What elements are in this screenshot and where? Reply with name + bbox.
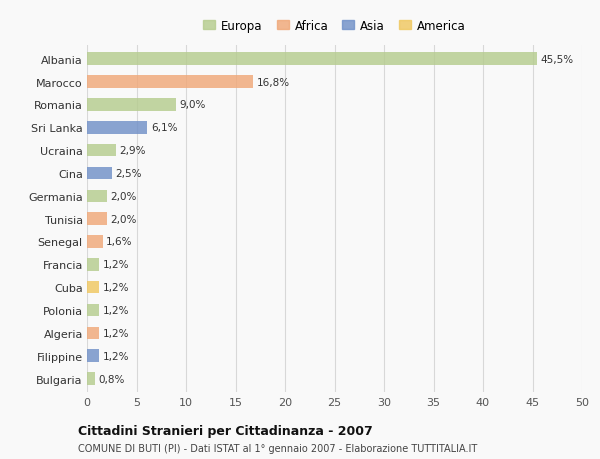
- Text: 1,2%: 1,2%: [103, 260, 129, 270]
- Text: 6,1%: 6,1%: [151, 123, 178, 133]
- Bar: [87, 327, 99, 340]
- Bar: [87, 236, 103, 248]
- Text: 0,8%: 0,8%: [98, 374, 125, 384]
- Bar: [87, 76, 253, 89]
- Text: 1,6%: 1,6%: [106, 237, 133, 247]
- Text: 1,2%: 1,2%: [103, 283, 129, 292]
- Legend: Europa, Africa, Asia, America: Europa, Africa, Asia, America: [201, 17, 468, 35]
- Text: 1,2%: 1,2%: [103, 305, 129, 315]
- Text: 2,5%: 2,5%: [115, 168, 142, 179]
- Bar: [87, 350, 99, 362]
- Text: 45,5%: 45,5%: [541, 55, 574, 65]
- Text: 9,0%: 9,0%: [179, 100, 206, 110]
- Bar: [87, 99, 176, 112]
- Text: Cittadini Stranieri per Cittadinanza - 2007: Cittadini Stranieri per Cittadinanza - 2…: [78, 424, 373, 437]
- Bar: [87, 122, 148, 134]
- Text: 2,9%: 2,9%: [119, 146, 146, 156]
- Text: 1,2%: 1,2%: [103, 351, 129, 361]
- Bar: [87, 304, 99, 317]
- Bar: [87, 258, 99, 271]
- Bar: [87, 167, 112, 180]
- Bar: [87, 281, 99, 294]
- Bar: [87, 53, 538, 66]
- Text: COMUNE DI BUTI (PI) - Dati ISTAT al 1° gennaio 2007 - Elaborazione TUTTITALIA.IT: COMUNE DI BUTI (PI) - Dati ISTAT al 1° g…: [78, 443, 477, 453]
- Bar: [87, 213, 107, 225]
- Bar: [87, 373, 95, 385]
- Bar: [87, 145, 116, 157]
- Text: 2,0%: 2,0%: [110, 214, 137, 224]
- Text: 16,8%: 16,8%: [257, 78, 290, 87]
- Text: 2,0%: 2,0%: [110, 191, 137, 202]
- Bar: [87, 190, 107, 202]
- Text: 1,2%: 1,2%: [103, 328, 129, 338]
